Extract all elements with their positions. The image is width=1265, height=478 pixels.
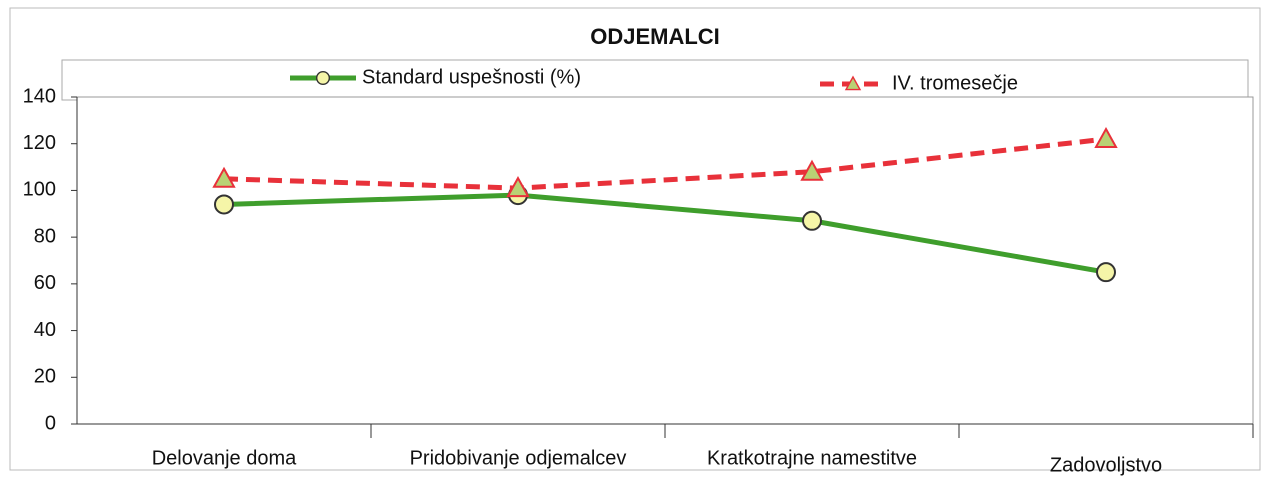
plot-area — [76, 96, 1254, 425]
data-point — [800, 159, 824, 181]
y-tick-label: 60 — [34, 272, 56, 294]
data-point — [506, 176, 530, 198]
data-point — [802, 210, 822, 231]
data-point — [1096, 262, 1116, 283]
x-tick-label: Kratkotrajne namestitve — [707, 447, 917, 469]
data-point — [212, 166, 236, 188]
legend-marker — [844, 75, 862, 91]
chart-border — [9, 7, 1261, 471]
legend-box — [61, 59, 1249, 101]
chart-title: ODJEMALCI — [590, 24, 720, 49]
legend-marker — [316, 71, 331, 86]
x-tick-label: Pridobivanje odjemalcev — [410, 447, 627, 469]
legend-label: Standard uspešnosti (%) — [362, 66, 581, 88]
series-line — [223, 192, 1107, 275]
y-tick-label: 100 — [23, 179, 56, 201]
legend-label: IV. tromesečje — [892, 72, 1018, 94]
data-point — [214, 194, 234, 215]
y-tick-label: 80 — [34, 225, 56, 247]
x-tick-label: Zadovoljstvo — [1050, 454, 1162, 476]
y-tick-label: 120 — [23, 132, 56, 154]
y-tick-label: 0 — [45, 412, 56, 434]
y-tick-label: 20 — [34, 366, 56, 388]
series-line — [223, 136, 1107, 191]
data-point — [1094, 126, 1118, 149]
x-tick-label: Delovanje doma — [152, 447, 297, 469]
y-tick-label: 140 — [23, 85, 56, 107]
y-tick-label: 40 — [34, 319, 56, 341]
